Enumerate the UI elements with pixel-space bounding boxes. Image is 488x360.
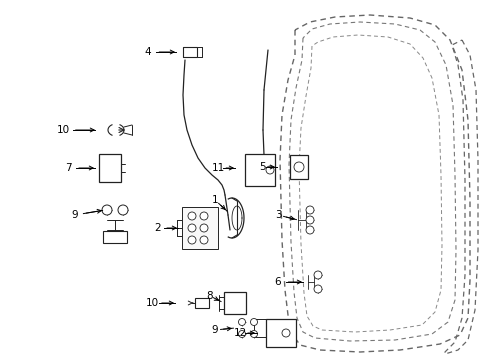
Bar bbox=[244, 154, 274, 186]
Circle shape bbox=[200, 212, 207, 220]
Circle shape bbox=[282, 329, 289, 337]
Text: 9: 9 bbox=[72, 210, 78, 220]
Bar bbox=[103, 231, 127, 243]
Bar bbox=[183, 47, 197, 57]
Circle shape bbox=[187, 212, 196, 220]
Text: 7: 7 bbox=[64, 163, 71, 173]
Circle shape bbox=[200, 224, 207, 232]
Bar bbox=[99, 154, 121, 182]
Text: 4: 4 bbox=[144, 47, 151, 57]
Bar bbox=[224, 292, 245, 314]
Circle shape bbox=[265, 166, 273, 174]
Bar bbox=[265, 319, 295, 347]
Circle shape bbox=[187, 224, 196, 232]
Circle shape bbox=[305, 216, 313, 224]
Text: 11: 11 bbox=[211, 163, 224, 173]
Circle shape bbox=[305, 206, 313, 214]
Text: 10: 10 bbox=[145, 298, 158, 308]
Circle shape bbox=[238, 319, 245, 325]
Circle shape bbox=[250, 319, 257, 325]
Text: 3: 3 bbox=[274, 210, 281, 220]
Circle shape bbox=[118, 205, 128, 215]
Circle shape bbox=[200, 236, 207, 244]
Circle shape bbox=[293, 162, 304, 172]
Text: 9: 9 bbox=[211, 325, 218, 335]
Text: 10: 10 bbox=[56, 125, 69, 135]
Circle shape bbox=[238, 330, 245, 338]
Bar bbox=[195, 298, 208, 308]
Text: 6: 6 bbox=[274, 277, 281, 287]
Circle shape bbox=[250, 330, 257, 338]
Text: 1: 1 bbox=[211, 195, 218, 205]
Text: 5: 5 bbox=[258, 162, 265, 172]
Circle shape bbox=[187, 236, 196, 244]
Circle shape bbox=[313, 285, 321, 293]
Circle shape bbox=[102, 205, 112, 215]
Bar bbox=[289, 155, 307, 179]
Bar bbox=[182, 207, 218, 249]
Text: 12: 12 bbox=[233, 328, 246, 338]
Circle shape bbox=[313, 271, 321, 279]
Text: 2: 2 bbox=[154, 223, 161, 233]
Text: 8: 8 bbox=[206, 291, 213, 301]
Bar bbox=[253, 319, 269, 337]
Circle shape bbox=[305, 226, 313, 234]
